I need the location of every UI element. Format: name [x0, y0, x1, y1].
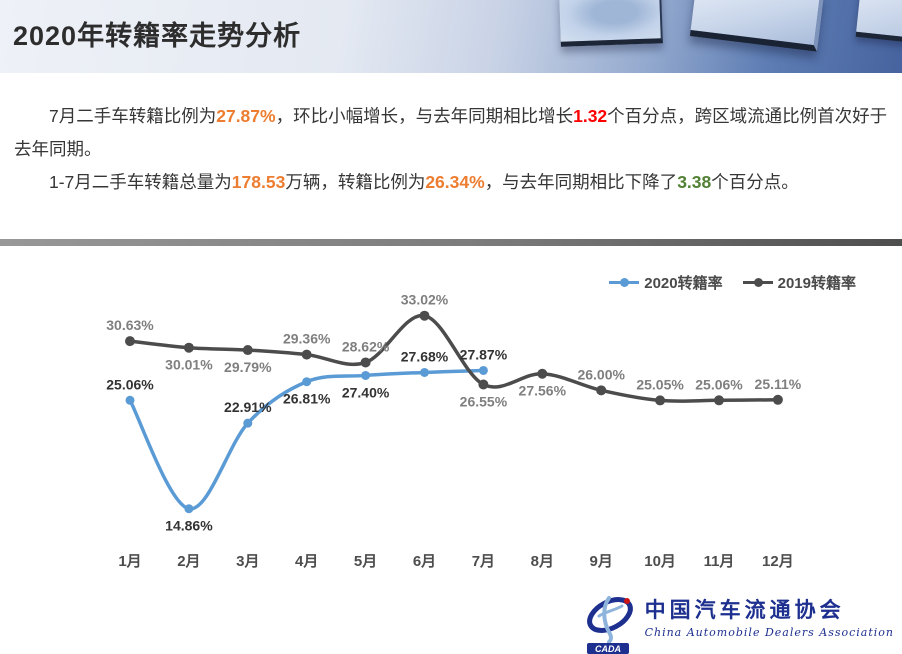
legend-item-2019: 2019转籍率	[742, 272, 856, 293]
header-banner: 2020年转籍率走势分析	[0, 0, 902, 73]
p2-text-2: 万辆，转籍比例为	[285, 172, 426, 192]
data-point-2019转籍率-11月	[714, 395, 724, 406]
legend-label-2020: 2020转籍率	[644, 275, 723, 292]
p1-value-yoy-increase: 1.32	[573, 106, 608, 126]
data-point-2019转籍率-12月	[772, 394, 783, 405]
data-point-2020转籍率-4月	[302, 377, 312, 387]
data-point-2019转籍率-10月	[655, 395, 666, 406]
section-divider	[0, 239, 902, 246]
data-label-2019转籍率-12月: 25.11%	[755, 376, 802, 392]
chart-canvas: 1月 2月 3月 4月 5月 6月 7月 8月 9月 10月 11月 12月 25.06% 14.86% 2…	[106, 292, 802, 570]
data-point-2019转籍率-6月	[419, 310, 430, 321]
summary-paragraph-1: 7月二手车转籍比例为27.87%，环比小幅增长，与去年同期相比增长1.32个百分…	[14, 100, 888, 166]
x-axis-label: 5月	[354, 553, 377, 570]
data-point-2019转籍率-8月	[537, 368, 548, 379]
data-label-2019转籍率-11月: 25.06%	[695, 376, 743, 392]
data-point-2020转籍率-3月	[243, 418, 253, 428]
p2-value-total-volume: 178.53	[231, 172, 286, 192]
data-point-2020转籍率-6月	[420, 367, 429, 377]
p2-text-4: 个百分点。	[711, 172, 799, 192]
x-axis-label: 10月	[644, 553, 676, 570]
data-label-2019转籍率-9月: 26.00%	[577, 366, 625, 382]
legend-item-2020: 2020转籍率	[609, 272, 723, 293]
x-axis-label: 2月	[177, 553, 200, 570]
legend-marker-2019-icon	[742, 278, 773, 287]
data-label-2019转籍率-10月: 25.05%	[636, 376, 684, 392]
p2-text-3: ，与去年同期相比下降了	[484, 172, 678, 192]
p2-value-ytd-rate: 26.34%	[425, 172, 485, 192]
data-label-2020转籍率-5月: 27.40%	[342, 384, 390, 400]
data-point-2019转籍率-5月	[360, 357, 371, 368]
data-point-2020转籍率-2月	[184, 504, 194, 514]
svg-text:CADA: CADA	[595, 644, 621, 654]
data-label-2020转籍率-1月: 25.06%	[106, 376, 154, 392]
data-point-2019转籍率-9月	[596, 385, 607, 396]
cube-graphic-globe	[559, 0, 663, 47]
cube-graphic-edge	[855, 0, 902, 44]
summary-section: 7月二手车转籍比例为27.87%，环比小幅增长，与去年同期相比增长1.32个百分…	[14, 100, 888, 199]
data-label-2019转籍率-6月: 33.02%	[401, 292, 449, 308]
logo-name-en: China Automobile Dealers Association	[644, 626, 894, 639]
data-point-2019转籍率-4月	[301, 349, 312, 360]
chart-legend: 2020转籍率 2019转籍率	[609, 272, 856, 293]
logo-text: 中国汽车流通协会 China Automobile Dealers Associ…	[645, 594, 894, 639]
data-label-2019转籍率-5月: 28.62%	[342, 338, 390, 354]
x-axis-label: 8月	[531, 553, 554, 570]
data-point-2020转籍率-7月	[478, 365, 488, 375]
transfer-rate-chart: 1月 2月 3月 4月 5月 6月 7月 8月 9月 10月 11月 12月 25.06% 14.86% 2…	[0, 250, 902, 590]
data-label-2020转籍率-7月: 27.87%	[460, 346, 508, 362]
x-axis-label: 9月	[590, 553, 613, 570]
data-label-2019转籍率-8月: 27.56%	[519, 383, 567, 399]
x-axis-label: 7月	[472, 553, 495, 570]
data-label-2019转籍率-3月: 29.79%	[224, 359, 272, 375]
data-label-2020转籍率-3月: 22.91%	[224, 399, 272, 415]
x-axis-label: 6月	[413, 553, 436, 570]
data-label-2020转籍率-2月: 14.86%	[165, 518, 213, 534]
data-point-2020转籍率-5月	[361, 370, 371, 380]
x-axis-label: 12月	[762, 553, 794, 570]
data-point-2020转籍率-1月	[125, 395, 135, 405]
data-label-2020转籍率-6月: 27.68%	[401, 348, 449, 364]
x-axis-label: 1月	[118, 553, 141, 570]
cada-emblem-icon: CADA	[586, 596, 633, 654]
data-point-2019转籍率-3月	[242, 345, 253, 356]
data-point-2019转籍率-1月	[125, 336, 135, 347]
x-axis-label: 3月	[236, 553, 259, 570]
p1-text-1: 7月二手车转籍比例为	[49, 106, 217, 126]
p1-text-2: ，环比小幅增长，与去年同期相比增长	[275, 106, 574, 126]
legend-label-2019: 2019转籍率	[777, 275, 856, 292]
cube-graphic-large	[689, 0, 825, 52]
p2-value-yoy-decrease: 3.38	[677, 172, 712, 192]
x-axis-label: 11月	[704, 553, 735, 570]
page-title: 2020年转籍率走势分析	[13, 21, 302, 51]
data-label-2020转籍率-4月: 26.81%	[283, 391, 331, 407]
data-label-2019转籍率-2月: 30.01%	[165, 357, 213, 373]
x-axis-label: 4月	[295, 553, 318, 570]
data-label-2019转籍率-7月: 26.55%	[460, 393, 508, 409]
data-label-2019转籍率-1月: 30.63%	[106, 317, 154, 333]
cada-logo: CADA 中国汽车流通协会 China Automobile Dealers A…	[585, 594, 894, 654]
data-label-2019转籍率-4月: 29.36%	[283, 331, 331, 347]
p1-value-transfer-rate: 27.87%	[216, 106, 276, 126]
p2-text-1: 1-7月二手车转籍总量为	[49, 172, 232, 192]
logo-name-cn: 中国汽车流通协会	[644, 597, 845, 622]
data-point-2019转籍率-7月	[478, 379, 489, 390]
p1-text-3: 个百分点，跨区域流通比例首次好于去年同期。	[14, 106, 888, 159]
summary-paragraph-2: 1-7月二手车转籍总量为178.53万辆，转籍比例为26.34%，与去年同期相比…	[14, 166, 888, 199]
data-point-2019转籍率-2月	[183, 342, 194, 353]
legend-marker-2020-icon	[609, 278, 640, 287]
